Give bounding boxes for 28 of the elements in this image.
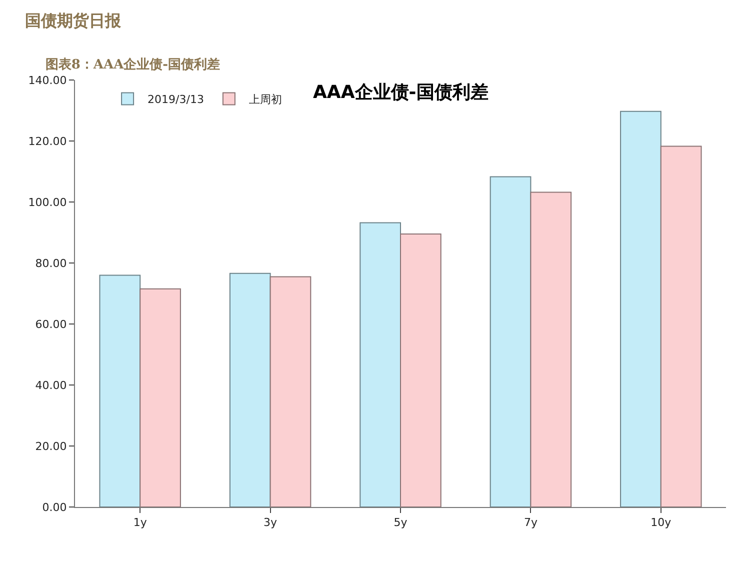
y-tick-label: 40.00 — [35, 378, 67, 392]
bar — [530, 192, 572, 507]
bar — [490, 176, 532, 507]
y-tick-label: 0.00 — [42, 500, 67, 514]
bar — [400, 234, 442, 507]
chart-subtitle: AAA企业债-国债利差 — [313, 82, 488, 103]
x-tick-label: 10y — [650, 516, 672, 530]
chart-title: 图表8：AAA企业债-国债利差 — [45, 56, 220, 73]
x-tick-label: 7y — [524, 516, 538, 530]
y-tick-label: 140.00 — [28, 74, 67, 87]
y-tick-label: 100.00 — [28, 196, 67, 209]
x-tick-label: 1y — [133, 516, 148, 530]
y-tick-label: 20.00 — [35, 440, 67, 453]
y-tick-label: 80.00 — [35, 256, 67, 270]
text: 国债期货日报 — [25, 11, 122, 30]
bar — [99, 274, 141, 507]
x-tick-label: 3y — [264, 516, 278, 530]
legend-label: 2019/3/13 — [148, 93, 204, 106]
bar — [620, 110, 662, 507]
legend-label: 上周初 — [248, 93, 282, 106]
bar — [140, 288, 181, 507]
y-tick-label: 120.00 — [28, 134, 67, 148]
bar — [660, 146, 702, 507]
y-tick-label: 60.00 — [35, 318, 67, 331]
bar — [360, 222, 401, 507]
bar — [229, 272, 271, 507]
bar — [270, 276, 312, 507]
x-tick-label: 5y — [394, 516, 408, 530]
